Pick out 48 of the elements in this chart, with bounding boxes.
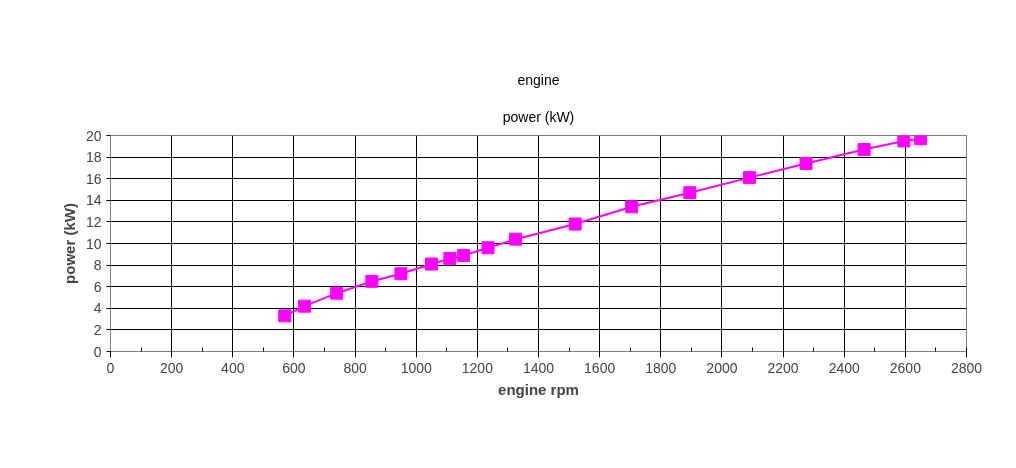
- point: [330, 286, 344, 300]
- chart-title: engine: [517, 71, 560, 88]
- point: [683, 186, 697, 200]
- x-tick-label: 2400: [828, 359, 860, 376]
- point: [742, 171, 756, 185]
- x-tick-label: 1200: [461, 359, 494, 376]
- x-tick-label: 0: [106, 359, 115, 376]
- x-tick-label: 1800: [645, 359, 677, 376]
- point: [857, 143, 871, 157]
- x-axis-title: engine rpm: [498, 380, 579, 398]
- point: [298, 299, 312, 313]
- point: [457, 248, 471, 262]
- point: [914, 135, 928, 146]
- y-axis-title: power (kW): [60, 203, 78, 284]
- point: [443, 252, 457, 266]
- x-tick-label: 2000: [706, 359, 738, 376]
- x-tick-label: 800: [343, 359, 367, 376]
- x-tick-label: 2200: [767, 359, 799, 376]
- y-tick-label: 20: [85, 127, 102, 144]
- point: [278, 309, 292, 323]
- x-tick-label: 400: [221, 359, 245, 376]
- point: [425, 257, 438, 271]
- point: [394, 267, 408, 281]
- point: [365, 274, 379, 288]
- point: [568, 217, 582, 231]
- y-tick-label: 4: [93, 300, 102, 317]
- x-tick-label: 1000: [400, 359, 432, 376]
- x-tick-label: 1600: [584, 359, 616, 376]
- y-tick-label: 6: [93, 278, 102, 295]
- y-tick-label: 8: [93, 257, 102, 274]
- x-tick-label: 2600: [889, 359, 922, 376]
- y-tick-label: 2: [93, 321, 102, 338]
- x-tick-label: 200: [159, 359, 184, 376]
- chart-subtitle: power (kW): [502, 108, 575, 125]
- y-tick-label: 0: [93, 343, 102, 360]
- point: [481, 241, 495, 255]
- point: [799, 157, 813, 171]
- x-tick-label: 600: [282, 359, 306, 376]
- y-tick-label: 10: [85, 235, 102, 252]
- y-tick-label: 18: [85, 149, 102, 166]
- y-tick-label: 12: [85, 213, 102, 230]
- y-tick-label: 16: [85, 170, 102, 187]
- x-tick-label: 2800: [950, 359, 983, 376]
- x-tick-label: 1400: [522, 359, 555, 376]
- point: [897, 135, 911, 148]
- y-tick-label: 14: [85, 192, 102, 209]
- point: [509, 232, 523, 246]
- point: [625, 200, 639, 214]
